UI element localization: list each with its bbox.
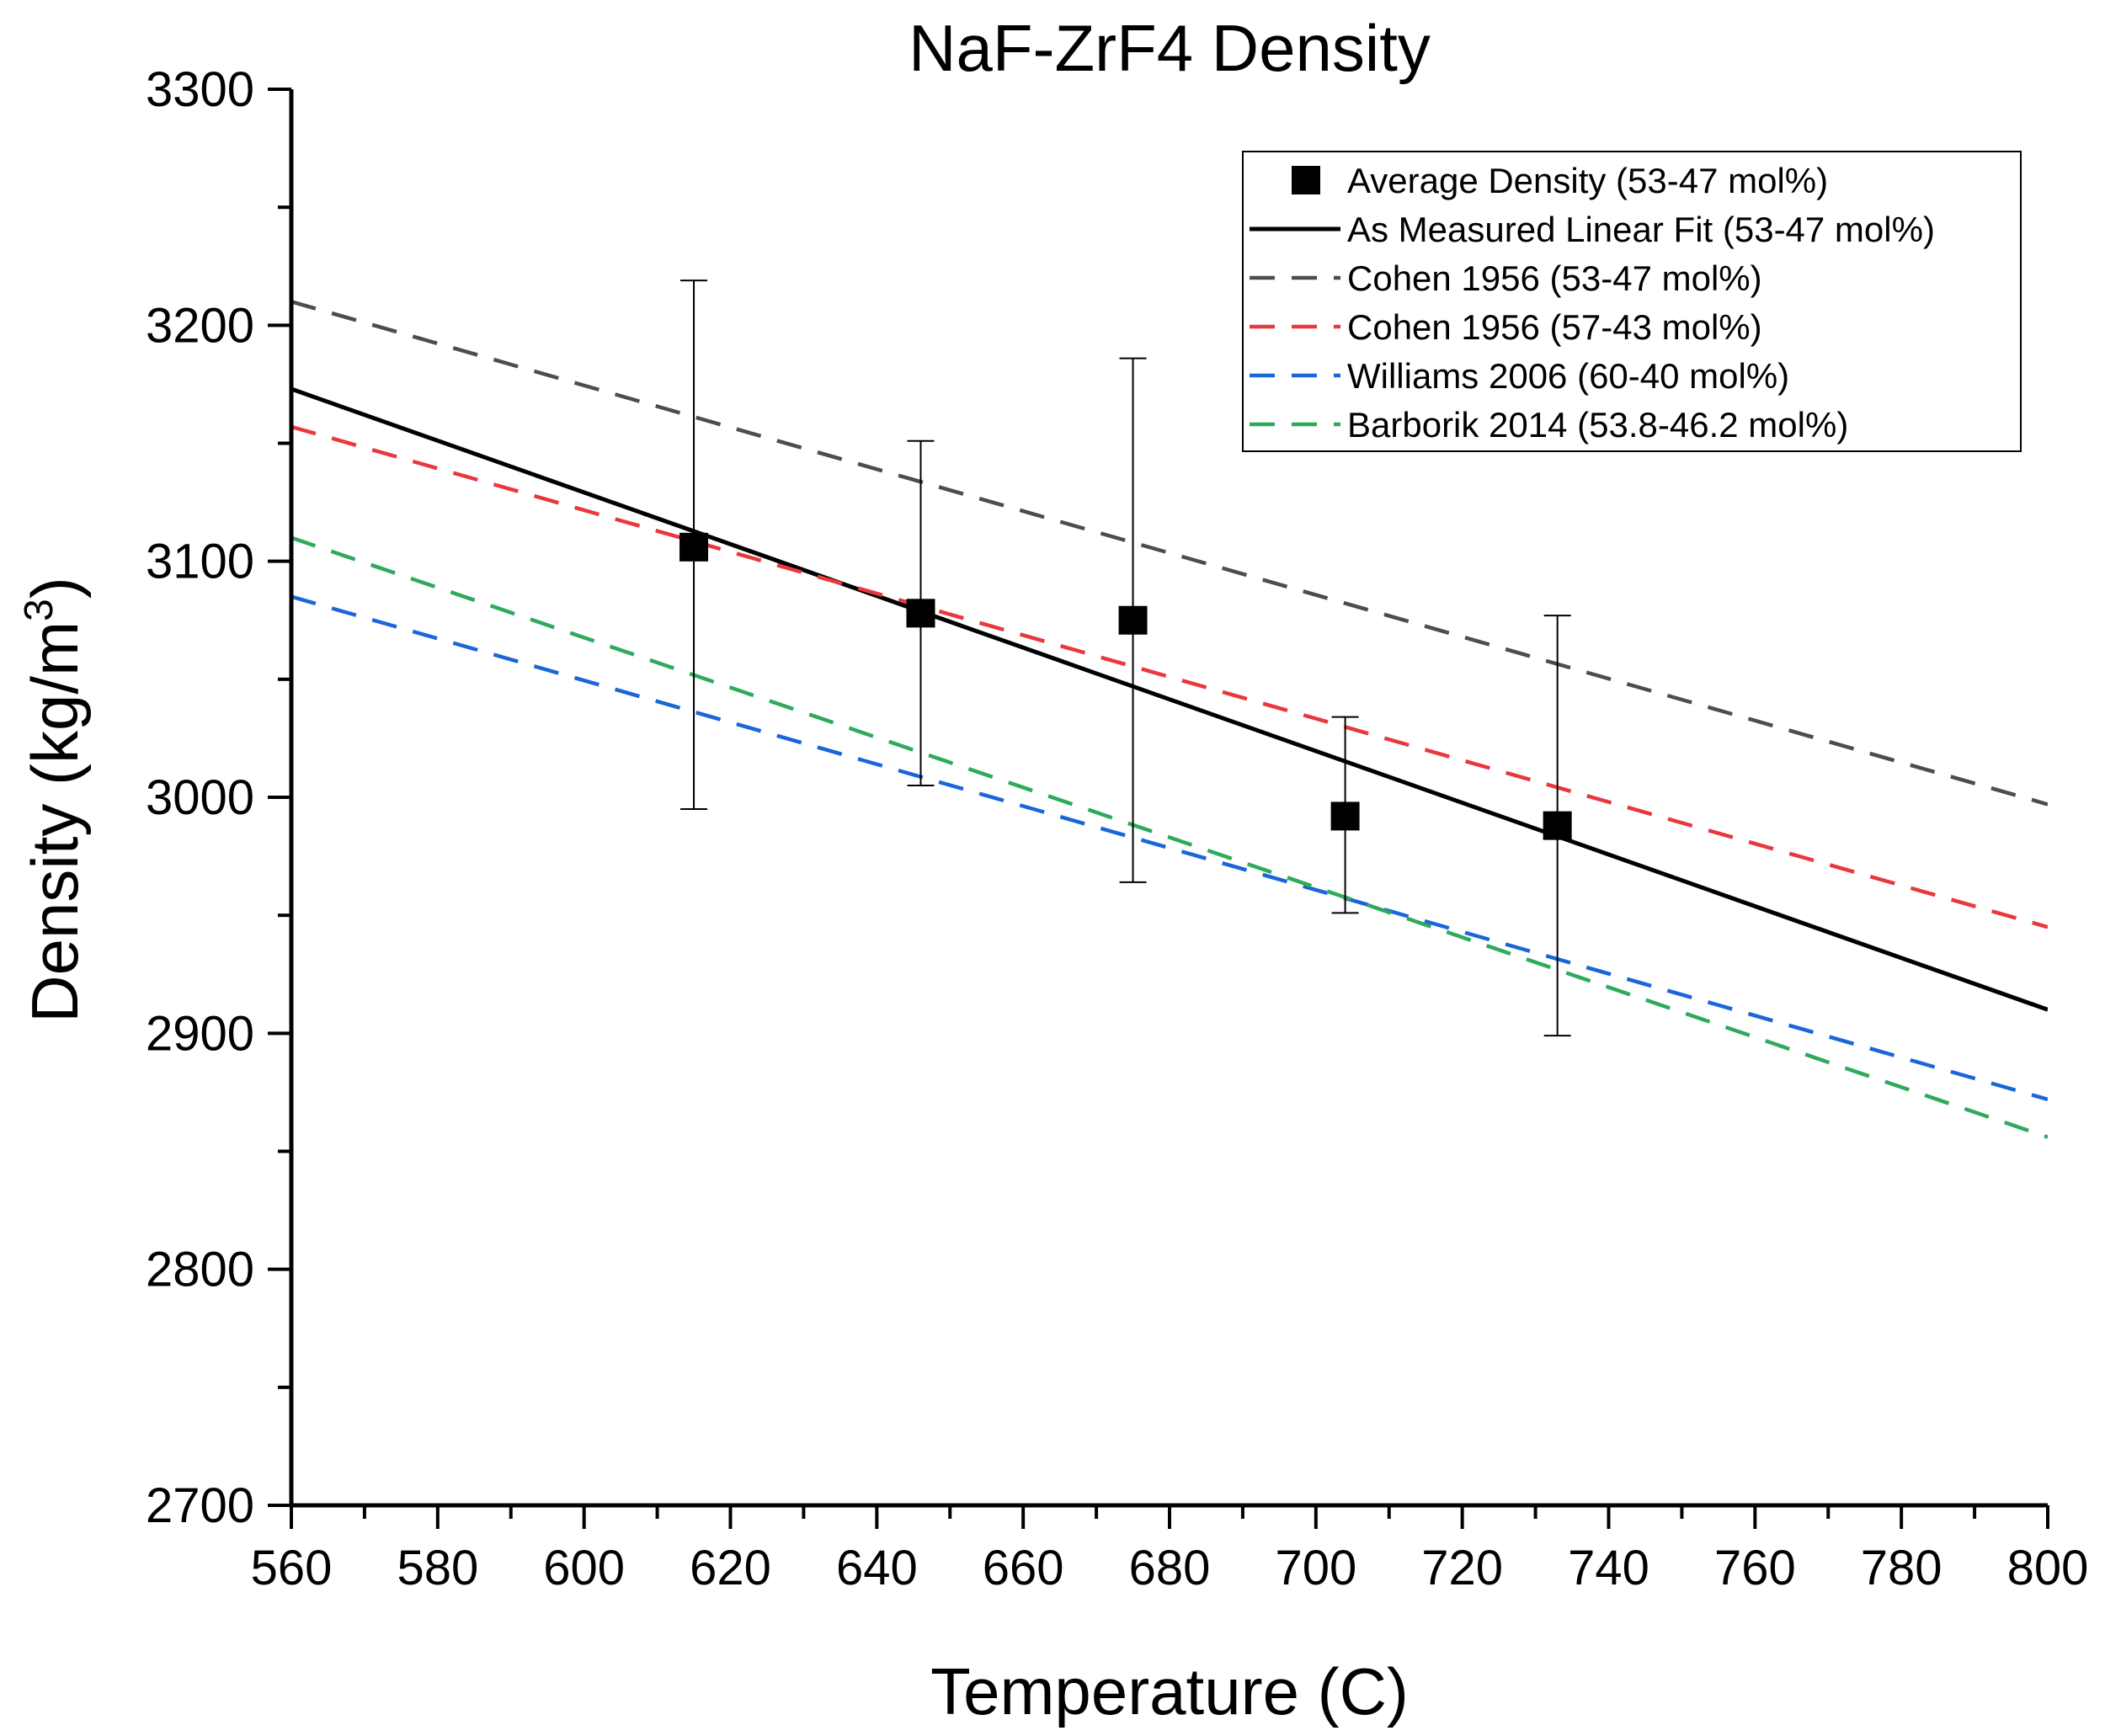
x-tick-label-10: 760 bbox=[1714, 1541, 1796, 1595]
y-axis-label: Density (kg/m3) bbox=[17, 577, 92, 1022]
series-line-1 bbox=[291, 300, 2048, 807]
legend-label-3: Cohen 1956 (57-43 mol%) bbox=[1347, 307, 1762, 347]
y-tick-label-4: 3100 bbox=[146, 535, 254, 589]
y-tick-label-3: 3000 bbox=[146, 770, 254, 825]
plot-marks bbox=[291, 280, 2048, 1139]
y-tick-label-1: 2800 bbox=[146, 1243, 254, 1297]
x-tick-label-5: 660 bbox=[983, 1541, 1064, 1595]
legend-label-2: Cohen 1956 (53-47 mol%) bbox=[1347, 258, 1762, 298]
y-tick-label-2: 2900 bbox=[146, 1006, 254, 1061]
y-tick-label-5: 3200 bbox=[146, 298, 254, 353]
chart-title: NaF-ZrF4 Density bbox=[909, 11, 1431, 85]
y-tick-label-6: 3300 bbox=[146, 62, 254, 117]
x-tick-label-2: 600 bbox=[543, 1541, 625, 1595]
series-line-3 bbox=[291, 594, 2048, 1101]
legend-marker-0 bbox=[1292, 166, 1320, 194]
legend-label-4: Williams 2006 (60-40 mol%) bbox=[1347, 356, 1789, 396]
data-point-1 bbox=[906, 599, 935, 628]
y-tick-label-0: 2700 bbox=[146, 1478, 254, 1533]
x-tick-label-12: 800 bbox=[2007, 1541, 2089, 1595]
legend: Average Density (53-47 mol%) As Measured … bbox=[1242, 151, 2022, 452]
legend-label-0: Average Density (53-47 mol%) bbox=[1347, 161, 1828, 200]
x-axis-label: Temperature (C) bbox=[930, 1654, 1409, 1728]
y-axis-label-superscript: 3 bbox=[17, 599, 61, 621]
series-line-4 bbox=[291, 535, 2048, 1139]
y-axis-label-main: Density (kg/m bbox=[18, 621, 92, 1023]
legend-box bbox=[1242, 151, 2022, 452]
series-line-2 bbox=[291, 424, 2048, 929]
x-tick-label-11: 780 bbox=[1861, 1541, 1942, 1595]
legend-label-1: As Measured Linear Fit (53-47 mol%) bbox=[1347, 210, 1935, 249]
x-tick-label-8: 720 bbox=[1421, 1541, 1503, 1595]
axes: 560 580 600 620 640 660 680 700 720 740 760 780 800 2… bbox=[146, 62, 2088, 1595]
data-point-2 bbox=[1118, 605, 1148, 635]
x-tick-label-1: 580 bbox=[397, 1541, 478, 1595]
data-point-4 bbox=[1543, 811, 1572, 840]
data-point-3 bbox=[1330, 801, 1360, 831]
x-tick-label-6: 680 bbox=[1129, 1541, 1211, 1595]
x-tick-label-3: 620 bbox=[690, 1541, 771, 1595]
data-point-0 bbox=[679, 532, 709, 562]
series-line-0 bbox=[291, 386, 2048, 1012]
legend-label-5: Barborik 2014 (53.8-46.2 mol%) bbox=[1347, 405, 1848, 445]
x-tick-label-9: 740 bbox=[1568, 1541, 1649, 1595]
y-axis-label-close: ) bbox=[18, 577, 92, 599]
x-tick-label-4: 640 bbox=[836, 1541, 918, 1595]
x-tick-label-0: 560 bbox=[251, 1541, 333, 1595]
x-tick-label-7: 700 bbox=[1275, 1541, 1356, 1595]
